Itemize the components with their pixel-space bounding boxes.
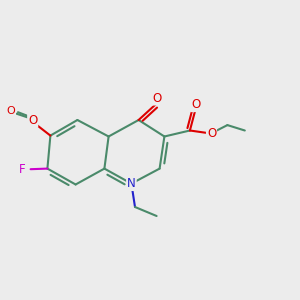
Text: F: F — [19, 163, 25, 176]
Text: O: O — [191, 98, 200, 111]
Text: O: O — [152, 92, 161, 105]
Text: N: N — [127, 177, 136, 190]
Text: O: O — [7, 106, 16, 116]
Text: O: O — [207, 127, 216, 140]
Text: O: O — [28, 114, 37, 127]
